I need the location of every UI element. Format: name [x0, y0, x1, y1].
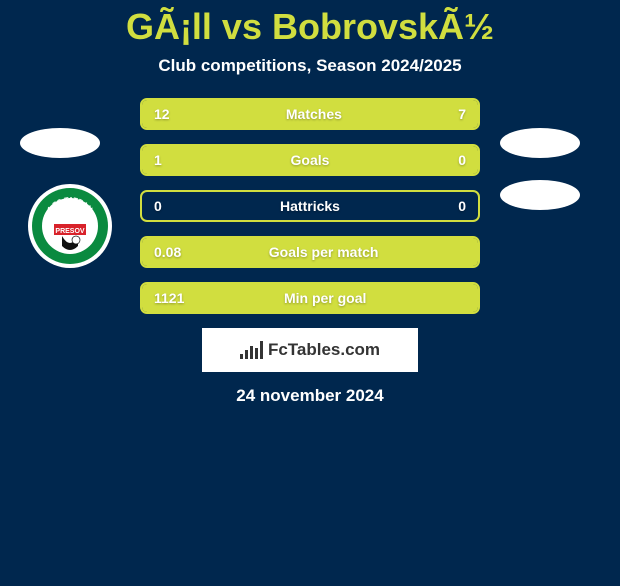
logo-text: FcTables.com	[268, 340, 380, 360]
subtitle: Club competitions, Season 2024/2025	[0, 56, 620, 76]
svg-text:PRESOV: PRESOV	[55, 228, 85, 235]
stat-row: 12Matches7	[140, 98, 480, 130]
stat-row: 0Hattricks0	[140, 190, 480, 222]
stat-right-value: 7	[458, 106, 478, 122]
stat-left-value: 1	[142, 152, 162, 168]
club-badge-tatran: 1.FC TATRAN PRESOV	[28, 184, 112, 268]
stat-label: Matches	[170, 106, 459, 122]
stat-right-value: 0	[458, 152, 478, 168]
player-left-avatar	[20, 128, 100, 158]
stat-row: 1121Min per goal	[140, 282, 480, 314]
bar-chart-icon	[240, 341, 263, 359]
stats-container: 12Matches71Goals00Hattricks00.08Goals pe…	[140, 98, 480, 314]
stat-left-value: 0	[142, 198, 162, 214]
stat-row: 1Goals0	[140, 144, 480, 176]
fctables-logo[interactable]: FcTables.com	[202, 328, 418, 372]
shield-icon: 1.FC TATRAN PRESOV	[28, 184, 112, 268]
player-right-avatar-2	[500, 180, 580, 210]
stat-row: 0.08Goals per match	[140, 236, 480, 268]
stat-left-value: 1121	[142, 290, 184, 306]
stat-label: Goals	[162, 152, 458, 168]
stat-left-value: 12	[142, 106, 170, 122]
page-title: GÃ¡ll vs BobrovskÃ½	[0, 6, 620, 48]
stat-right-value: 0	[458, 198, 478, 214]
stat-label: Hattricks	[162, 198, 458, 214]
stat-label: Goals per match	[181, 244, 466, 260]
player-right-avatar	[500, 128, 580, 158]
stat-label: Min per goal	[184, 290, 466, 306]
stat-left-value: 0.08	[142, 244, 181, 260]
footer-date: 24 november 2024	[0, 386, 620, 406]
